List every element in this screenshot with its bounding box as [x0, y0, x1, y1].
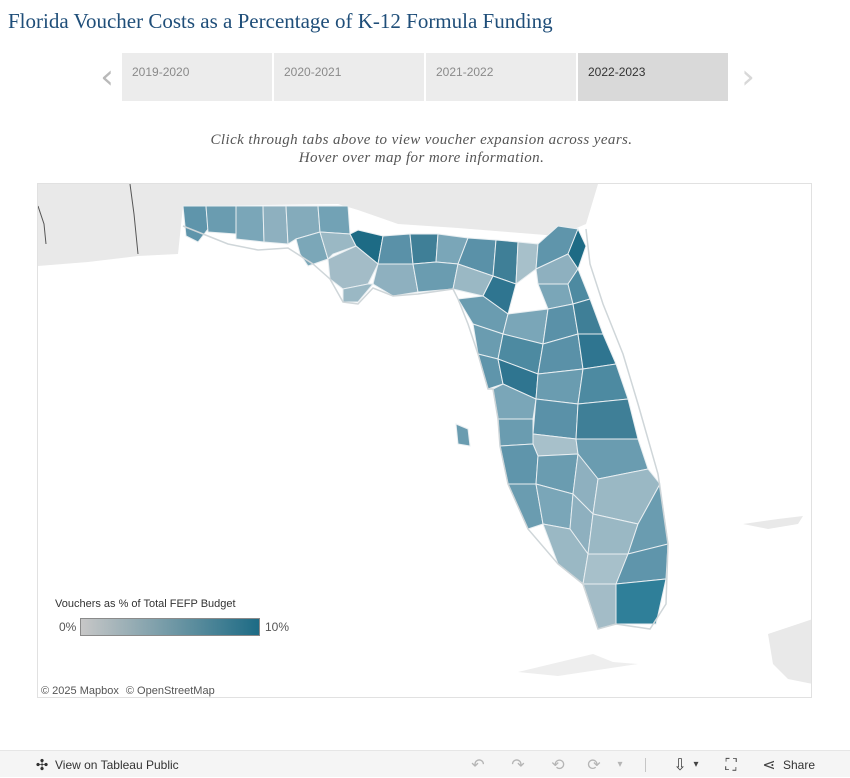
map[interactable] [37, 183, 812, 698]
county [319, 231, 357, 260]
state-border-west [38, 205, 47, 245]
county [455, 423, 471, 447]
toolbar-divider [645, 758, 646, 772]
county [262, 205, 289, 245]
chevron-down-icon[interactable]: ▾ [617, 759, 623, 770]
tableau-public-icon[interactable]: ✣ [35, 756, 49, 774]
county [615, 578, 667, 625]
share-icon[interactable]: ⋖ [762, 755, 776, 774]
county [409, 233, 439, 265]
florida-county-map[interactable] [38, 184, 812, 698]
download-icon[interactable]: ⇩ [673, 755, 687, 774]
county [205, 205, 237, 235]
fullscreen-icon[interactable]: ⛶ [725, 754, 737, 774]
county [372, 263, 419, 297]
tab-2022-2023[interactable]: 2022-2023 [578, 53, 728, 101]
county [532, 398, 579, 440]
legend-color-bar [80, 618, 260, 636]
view-on-tableau-public-link[interactable]: View on Tableau Public [55, 757, 179, 772]
instructions-line-1: Click through tabs above to view voucher… [210, 132, 633, 148]
county [317, 205, 351, 235]
legend-max: 10% [265, 620, 290, 634]
county [535, 368, 584, 405]
tab-2021-2022[interactable]: 2021-2022 [426, 53, 576, 101]
tab-2019-2020[interactable]: 2019-2020 [122, 53, 272, 101]
county [515, 241, 539, 286]
chevron-right-icon[interactable]: › [741, 57, 755, 97]
cuba-land [768, 619, 811, 684]
state-border [129, 184, 139, 255]
map-attribution: © 2025 Mapbox © OpenStreetMap [41, 685, 215, 697]
share-button[interactable]: Share [783, 757, 816, 772]
osm-link[interactable]: © OpenStreetMap [125, 685, 215, 697]
county [575, 398, 639, 440]
legend-min: 0% [59, 620, 77, 634]
county [582, 583, 617, 630]
county [377, 233, 414, 265]
neighboring-land [38, 184, 598, 266]
legend-title: Vouchers as % of Total FEFP Budget [55, 598, 236, 610]
county [577, 333, 617, 370]
bahamas-land [743, 516, 803, 529]
redo-icon[interactable]: ↷ [511, 755, 525, 774]
county [182, 205, 209, 243]
instructions: Click through tabs above to view voucher… [0, 131, 843, 167]
county [499, 443, 539, 485]
county [235, 205, 265, 243]
chevron-left-icon[interactable]: ‹ [100, 57, 114, 97]
download-chevron-icon[interactable]: ▾ [693, 759, 699, 770]
forward-icon[interactable]: ⟳ [587, 755, 601, 774]
county [497, 418, 534, 447]
mapbox-link[interactable]: © 2025 Mapbox [41, 685, 119, 697]
county [412, 261, 459, 293]
county [342, 283, 375, 303]
revert-icon[interactable]: ⟲ [551, 755, 565, 774]
keys-land [518, 654, 638, 676]
coastline [182, 225, 669, 630]
instructions-line-2: Hover over map for more information. [298, 150, 545, 166]
page-title: Florida Voucher Costs as a Percentage of… [8, 9, 553, 33]
toolbar: ✣ View on Tableau Public ↶ ↷ ⟲ ⟳ ▾ ⇩ ▾ ⛶… [0, 750, 850, 777]
year-tabs: ‹ 2019-2020 2020-2021 2021-2022 2022-202… [95, 53, 760, 101]
undo-icon[interactable]: ↶ [471, 755, 485, 774]
tab-2020-2021[interactable]: 2020-2021 [274, 53, 424, 101]
county [572, 298, 604, 335]
county [577, 363, 629, 405]
